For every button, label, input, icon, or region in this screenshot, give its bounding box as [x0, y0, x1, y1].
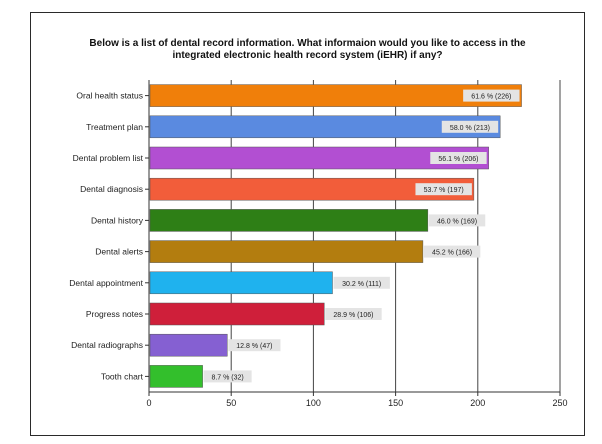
bar: [149, 209, 429, 232]
data-label-box: [325, 308, 382, 320]
chart-title: Below is a list of dental record informa…: [30, 38, 585, 62]
bar: [149, 115, 501, 139]
data-label-box: [441, 120, 499, 133]
x-tick-label: 250: [552, 398, 567, 408]
category-label: Progress notes: [86, 309, 143, 319]
x-tick-label: 200: [470, 398, 485, 408]
data-label: 30.2 % (111): [342, 281, 381, 288]
chart-title-line-1: Below is a list of dental record informa…: [89, 38, 526, 49]
data-label: 45.2 % (166): [432, 250, 472, 257]
data-label-box: [428, 214, 486, 227]
bar: [149, 333, 228, 357]
x-tick-label: 50: [226, 398, 236, 408]
bar: [149, 271, 333, 295]
category-label: Dental radiographs: [71, 340, 143, 350]
data-label-box: [463, 89, 520, 102]
bar: [149, 146, 489, 170]
data-label: 28.9 % (106): [333, 312, 373, 319]
data-label-box: [228, 339, 281, 352]
bar: [149, 84, 522, 107]
category-label: Oral health status: [76, 91, 143, 101]
category-label: Dental history: [91, 215, 144, 225]
data-label-box: [333, 276, 390, 289]
data-label: 12.8 % (47): [236, 343, 272, 350]
data-label: 8.7 % (32): [211, 374, 243, 381]
data-label: 56.1 % (206): [438, 156, 478, 163]
x-tick-label: 0: [146, 398, 151, 408]
chart-title-line-2: integrated electronic health record syst…: [172, 50, 443, 61]
category-label: Dental appointment: [69, 278, 143, 288]
category-label: Dental diagnosis: [80, 184, 143, 194]
category-label: Treatment plan: [86, 122, 143, 132]
bar: [149, 177, 475, 201]
data-label: 58.0 % (213): [450, 125, 490, 132]
category-label: Dental alerts: [95, 247, 143, 257]
category-label: Tooth chart: [101, 371, 144, 381]
data-label-box: [423, 245, 481, 258]
data-label: 61.6 % (226): [471, 94, 511, 101]
data-label: 53.7 % (197): [424, 187, 464, 194]
data-label-box: [415, 183, 472, 196]
bar: [149, 240, 424, 263]
data-label-box: [430, 152, 487, 164]
x-tick-label: 150: [388, 398, 403, 408]
bar: [149, 302, 325, 326]
category-label: Dental problem list: [73, 153, 144, 163]
x-tick-label: 100: [306, 398, 321, 408]
data-label: 46.0 % (169): [437, 218, 477, 225]
data-label-box: [203, 370, 252, 383]
bar: [149, 365, 203, 388]
